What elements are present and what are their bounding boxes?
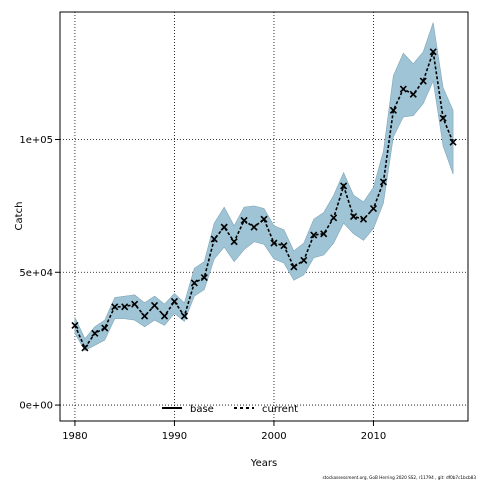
x-tick-label: 1990 — [162, 431, 187, 442]
data-point-marker — [81, 344, 89, 352]
footer-text: stockassessment.org, GoB Herring 2020 SS… — [322, 475, 476, 480]
x-tick-label: 2010 — [361, 431, 386, 442]
data-point-marker — [300, 256, 308, 264]
data-point-marker — [449, 138, 457, 146]
y-axis-label: Catch — [14, 202, 25, 231]
data-point-marker — [131, 300, 139, 308]
y-tick-label: 1e+05 — [19, 135, 53, 146]
confidence-band-area — [74, 22, 454, 352]
data-point-marker — [429, 48, 437, 56]
data-point-marker — [180, 312, 188, 320]
data-point-marker — [101, 324, 109, 332]
x-axis-label: Years — [250, 458, 277, 469]
x-tick-label: 1980 — [62, 431, 87, 442]
legend-label-current: current — [262, 404, 298, 415]
data-point-marker — [160, 312, 169, 320]
data-point-marker — [210, 235, 218, 243]
data-point-marker — [320, 230, 328, 238]
data-point-marker — [111, 303, 119, 311]
data-point-marker — [419, 77, 427, 85]
data-point-marker — [349, 212, 358, 221]
data-point-marker — [270, 239, 278, 247]
y-tick-label: 5e+04 — [19, 268, 53, 279]
data-point-marker — [280, 242, 288, 250]
data-point-marker — [260, 215, 268, 223]
data-point-marker — [290, 263, 298, 271]
data-point-marker — [150, 301, 159, 310]
data-point-marker — [330, 214, 338, 222]
data-point-marker — [190, 279, 198, 287]
data-point-marker — [439, 114, 447, 122]
legend-label-base: base — [190, 404, 214, 415]
data-point-marker — [71, 321, 79, 329]
data-point-marker — [340, 182, 348, 190]
legend: base current — [162, 404, 298, 415]
data-point-marker — [91, 329, 99, 337]
data-point-marker — [379, 178, 387, 186]
data-point-marker — [369, 204, 378, 213]
y-tick-label: 0e+00 — [19, 401, 53, 412]
confidence-band — [74, 22, 454, 352]
data-point-marker — [200, 274, 208, 282]
series-line-current — [74, 51, 454, 350]
data-point-marker — [359, 215, 368, 223]
x-tick-label: 2000 — [261, 431, 286, 442]
data-point-marker — [409, 90, 417, 98]
series-lines — [74, 51, 454, 350]
data-point-marker — [399, 85, 407, 93]
data-point-marker — [240, 216, 248, 225]
data-point-marker — [141, 312, 149, 320]
data-point-marker — [220, 223, 228, 231]
data-point-marker — [230, 238, 238, 246]
data-point-marker — [250, 223, 258, 231]
data-point-marker — [170, 297, 179, 306]
data-point-marker — [310, 231, 318, 239]
axes: 1980 1990 2000 2010 0e+00 5e+04 1e+05 — [19, 135, 386, 442]
plot-frame — [59, 11, 469, 422]
data-point-marker — [389, 106, 397, 114]
data-point-marker — [121, 303, 129, 311]
data-points — [71, 48, 457, 352]
